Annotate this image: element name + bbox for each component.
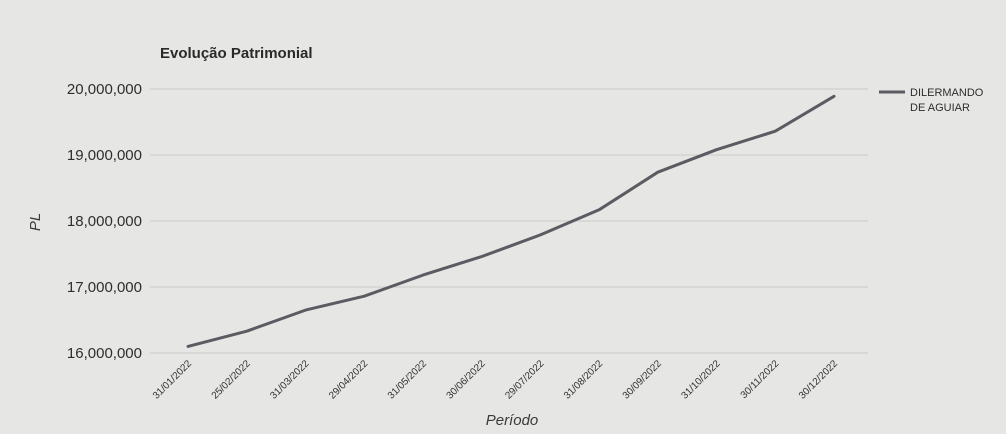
y-axis-ticks: 16,000,000 17,000,000 18,000,000 19,000,000… xyxy=(67,81,142,362)
data-point xyxy=(245,330,248,333)
x-tick-label: 30/06/2022 xyxy=(445,358,488,401)
data-point xyxy=(480,255,483,258)
data-point xyxy=(421,273,425,277)
data-point xyxy=(715,148,718,151)
data-point xyxy=(304,308,307,312)
data-point xyxy=(186,345,190,348)
x-tick-label: 30/12/2022 xyxy=(797,358,840,401)
series-line xyxy=(186,94,836,348)
x-tick-label: 31/05/2022 xyxy=(386,358,429,401)
x-tick-label: 31/10/2022 xyxy=(679,358,722,401)
grid-lines xyxy=(150,88,868,354)
legend-label-line1: DILERMANDO xyxy=(910,87,984,99)
x-tick-label: 31/03/2022 xyxy=(268,358,311,401)
y-tick-label: 18,000,000 xyxy=(67,213,142,230)
legend: DILERMANDO DE AGUIAR xyxy=(879,87,984,114)
chart-title: Evolução Patrimonial xyxy=(160,45,313,62)
y-tick-label: 20,000,000 xyxy=(67,81,142,98)
x-tick-label: 31/01/2022 xyxy=(151,358,194,401)
y-axis-label: PL xyxy=(27,213,44,231)
x-tick-label: 25/02/2022 xyxy=(210,358,253,401)
x-tick-label: 31/08/2022 xyxy=(562,358,605,401)
data-point xyxy=(539,233,542,237)
y-tick-label: 16,000,000 xyxy=(67,345,142,362)
x-tick-label: 30/09/2022 xyxy=(621,358,664,401)
data-point xyxy=(656,170,660,174)
x-tick-label: 29/04/2022 xyxy=(327,358,370,401)
data-point xyxy=(832,95,836,98)
x-axis-ticks: 31/01/2022 25/02/2022 31/03/2022 29/04/2022… xyxy=(151,358,840,401)
x-tick-label: 29/07/2022 xyxy=(503,358,546,401)
data-point xyxy=(597,208,601,211)
data-point xyxy=(362,295,366,298)
data-point xyxy=(774,130,777,133)
series-layer xyxy=(186,94,836,348)
x-axis-label: Período xyxy=(486,412,539,429)
y-tick-label: 19,000,000 xyxy=(67,147,142,164)
x-tick-label: 30/11/2022 xyxy=(739,358,782,401)
legend-label-line2: DE AGUIAR xyxy=(910,102,970,114)
y-tick-label: 17,000,000 xyxy=(67,279,142,296)
